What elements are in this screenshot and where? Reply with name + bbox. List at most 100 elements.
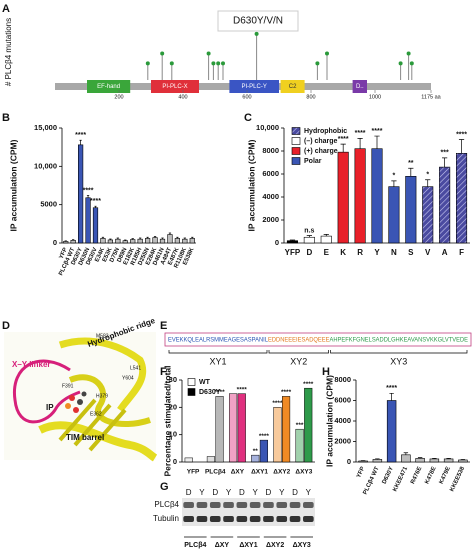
- error-bar: [374, 135, 380, 149]
- significance-label: ****: [355, 130, 366, 137]
- y-tick-label: 10,000: [256, 123, 279, 132]
- x-tick-label: ΔXY1: [251, 469, 268, 476]
- x-tick-label: 400: [178, 94, 187, 100]
- x-tick-label: F: [459, 248, 464, 257]
- bar: [303, 236, 315, 244]
- error-bar: [86, 195, 90, 198]
- error-bar: [425, 179, 431, 187]
- blot-band: [276, 516, 288, 522]
- bar: [443, 458, 454, 463]
- lollipop-head: [211, 61, 216, 66]
- legend-swatch: [187, 378, 196, 386]
- error-bar: [124, 239, 127, 241]
- y-axis-title: # PLCβ4 mutations: [4, 18, 13, 86]
- sequence-box: [164, 332, 472, 347]
- helix: [68, 374, 151, 428]
- segment-bracket: [268, 350, 329, 354]
- bar: [358, 460, 368, 463]
- y-tick-label: 2000: [262, 215, 279, 224]
- structure-label: H379: [96, 393, 108, 399]
- error-bar: [289, 239, 296, 241]
- lane-label: Y: [199, 488, 205, 497]
- error-bar: [458, 139, 465, 154]
- annotation-box: [217, 10, 299, 32]
- atom: [65, 403, 71, 409]
- legend-label: WT: [199, 379, 211, 386]
- blot-band: [183, 516, 194, 522]
- y-tick-label: 6000: [334, 395, 351, 404]
- significance-label: *: [426, 172, 429, 179]
- x-tick-label: 600: [242, 94, 251, 100]
- lane-label: Y: [279, 488, 285, 497]
- bar: [237, 393, 246, 463]
- error-bar: [79, 139, 82, 145]
- legend-swatch: [291, 127, 301, 135]
- x-tick-label: YFP: [285, 248, 301, 257]
- bar: [137, 238, 143, 244]
- y-tick-label: 6000: [262, 169, 279, 178]
- lollipop-head: [406, 51, 411, 56]
- panel-label: F: [160, 366, 167, 378]
- strand: [58, 398, 127, 452]
- structure-label: TIM barrel: [66, 433, 104, 442]
- significance-label: ***: [441, 150, 449, 157]
- legend-label: Polar: [304, 158, 322, 165]
- domain-label: EF-hand: [97, 84, 120, 90]
- bar: [182, 238, 188, 244]
- bar: [354, 148, 366, 244]
- x-tick-label: R476E: [410, 466, 423, 485]
- sequence-segment: AHPEFKFGNELSADDLGHKEAVANSVKKGLVTVEDE: [330, 337, 469, 344]
- domain-label: PI-PLC-Y: [242, 84, 267, 90]
- error-bar: [176, 236, 179, 239]
- x-tick-label: N: [391, 248, 397, 257]
- significance-label: ****: [386, 385, 397, 392]
- blot-band: [209, 516, 221, 522]
- x-tick-label: ΔXY: [231, 469, 245, 476]
- bar: [337, 151, 349, 244]
- error-bar: [94, 205, 97, 208]
- error-bar: [417, 457, 423, 459]
- bar: [401, 454, 411, 463]
- bar: [282, 396, 291, 463]
- legend-swatch: [291, 147, 301, 155]
- lollipop-head: [169, 61, 174, 66]
- legend-label: D630Y: [199, 389, 221, 396]
- significance-label: ****: [372, 128, 383, 135]
- blot-band: [223, 516, 234, 522]
- significance-label: ****: [90, 198, 101, 205]
- blot-band: [276, 502, 288, 508]
- lollipop-head: [315, 61, 320, 66]
- xy-linker: [12, 359, 81, 424]
- x-tick-label: KKEE538: [449, 465, 466, 492]
- x-tick-label: PLCβ4: [205, 469, 226, 476]
- structure-label: L541: [130, 365, 141, 371]
- lollipop-head: [221, 61, 225, 66]
- structure-label: E362: [90, 411, 102, 417]
- x-tick-label: ΔXY2: [273, 469, 290, 476]
- bar: [189, 238, 195, 244]
- bar: [388, 186, 400, 244]
- y-tick-label: 0: [275, 238, 279, 247]
- x-tick-label: YFP: [356, 466, 366, 479]
- blot-band: [289, 502, 301, 508]
- y-tick-label: 30: [169, 375, 177, 384]
- domain: [280, 80, 305, 93]
- significance-label: ****: [272, 400, 283, 407]
- y-axis-title: IP accumulation (CPM): [324, 375, 334, 467]
- error-bar: [191, 236, 194, 239]
- lane-label: Y: [306, 488, 312, 497]
- blot-band: [183, 502, 194, 508]
- y-tick-label: 10: [169, 430, 177, 439]
- x-tick-label: KKEE471: [392, 465, 409, 492]
- error-bar: [183, 237, 186, 240]
- x-tick-label: S: [408, 248, 414, 257]
- bar: [415, 458, 425, 463]
- segment-label: XY3: [390, 356, 407, 366]
- error-bar: [442, 157, 448, 168]
- structure-label: IP: [46, 403, 54, 412]
- error-bar: [432, 457, 437, 459]
- bar: [122, 240, 128, 244]
- atom: [77, 399, 83, 405]
- lollipop-head: [409, 61, 414, 66]
